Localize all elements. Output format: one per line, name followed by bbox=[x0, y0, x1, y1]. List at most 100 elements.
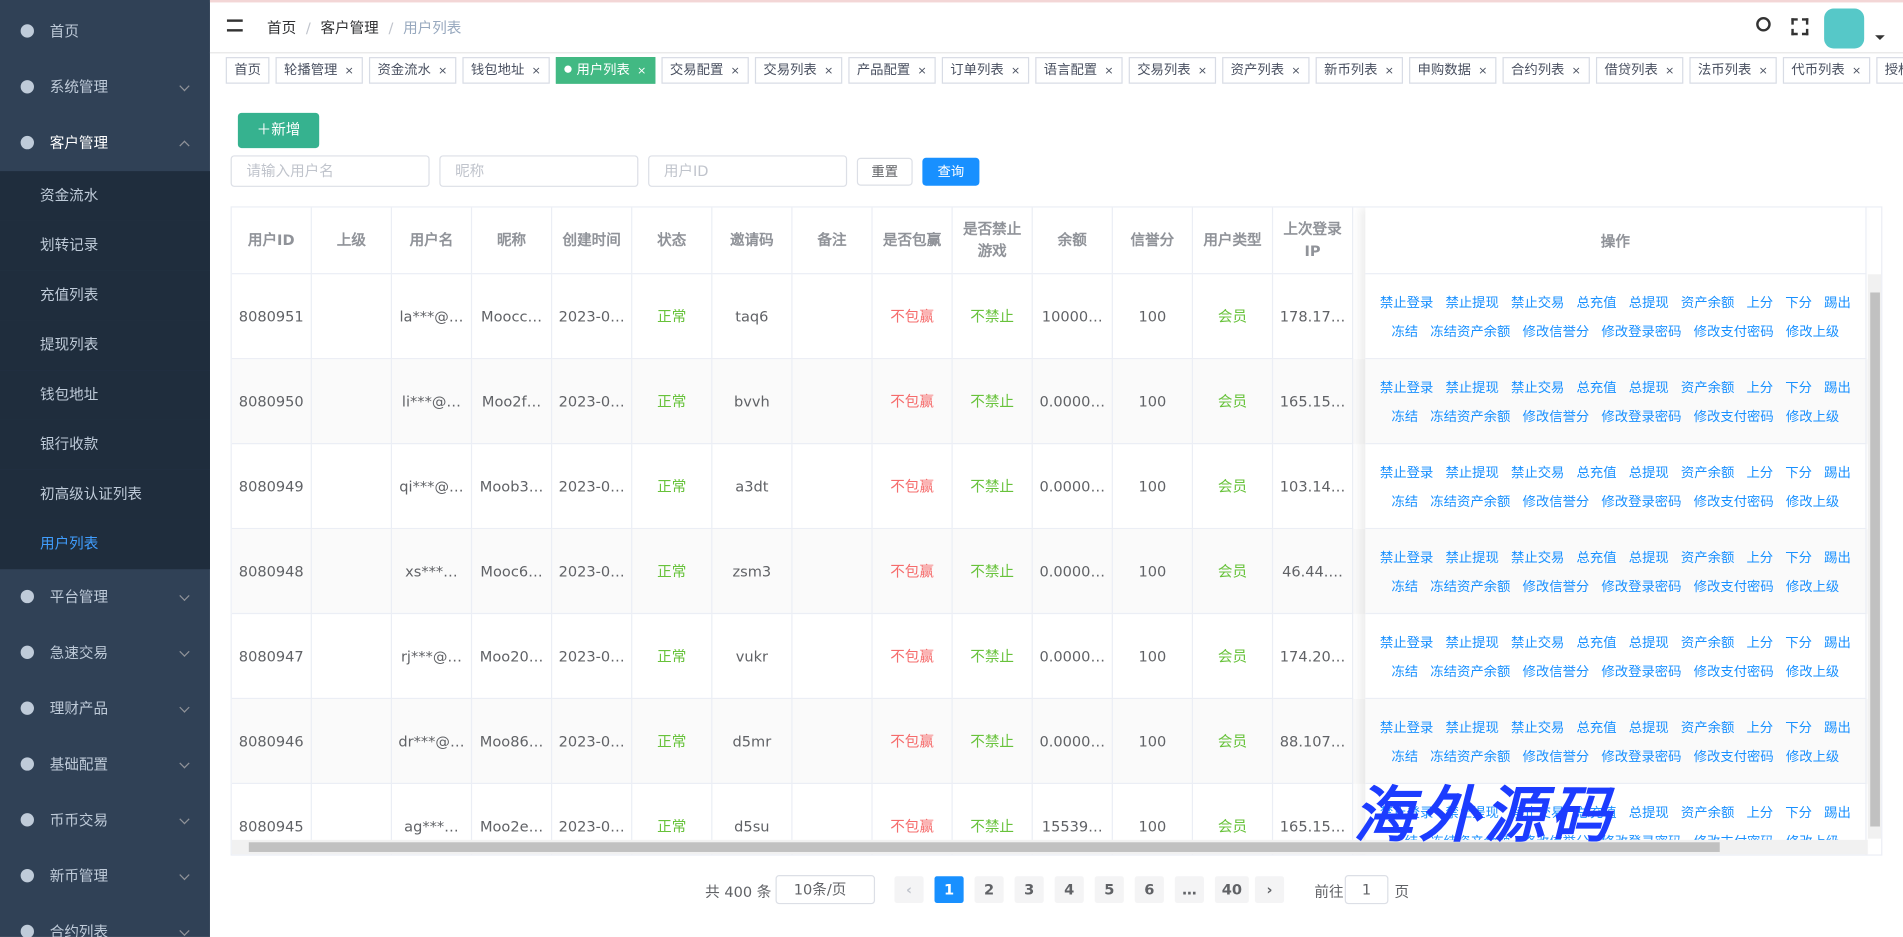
action-link[interactable]: 修改信誉分 bbox=[1522, 748, 1590, 764]
action-link[interactable]: 禁止交易 bbox=[1510, 549, 1565, 565]
tab[interactable]: 资产列表 × bbox=[1222, 57, 1309, 84]
menu-item[interactable]: 急速交易 bbox=[0, 625, 210, 681]
action-link[interactable]: 踢出 bbox=[1824, 294, 1851, 311]
action-link[interactable]: 上分 bbox=[1746, 634, 1774, 650]
action-link[interactable]: 总提现 bbox=[1628, 804, 1669, 820]
tab-close[interactable]: × bbox=[1571, 65, 1581, 78]
action-link[interactable]: 冻结 bbox=[1391, 663, 1419, 680]
action-link[interactable]: 上分 bbox=[1746, 549, 1774, 565]
action-link[interactable]: 总充值 bbox=[1576, 464, 1617, 480]
tab[interactable]: 轮播管理 × bbox=[275, 57, 363, 84]
action-link[interactable]: 禁止登录 bbox=[1379, 294, 1434, 311]
action-link[interactable]: 修改上级 bbox=[1785, 748, 1840, 764]
action-link[interactable]: 修改上级 bbox=[1785, 493, 1840, 510]
action-link[interactable]: 修改上级 bbox=[1785, 323, 1840, 340]
action-link[interactable]: 资产余额 bbox=[1680, 804, 1735, 820]
action-link[interactable]: 禁止提现 bbox=[1445, 549, 1499, 565]
reset-button[interactable]: 重置 bbox=[856, 157, 913, 186]
action-link[interactable]: 下分 bbox=[1785, 379, 1812, 396]
tab-close[interactable]: × bbox=[637, 65, 647, 78]
action-link[interactable]: 禁止登录 bbox=[1379, 719, 1434, 735]
action-link[interactable]: 禁止提现 bbox=[1445, 804, 1499, 820]
action-link[interactable]: 修改支付密码 bbox=[1693, 748, 1774, 764]
tab-close[interactable]: × bbox=[917, 65, 927, 78]
menu-item[interactable]: 首页 bbox=[0, 4, 210, 60]
action-link[interactable]: 禁止登录 bbox=[1379, 464, 1434, 480]
action-link[interactable]: 禁止登录 bbox=[1379, 634, 1434, 650]
menu-item[interactable]: 理财产品 bbox=[0, 681, 210, 737]
action-link[interactable]: 总提现 bbox=[1628, 549, 1669, 565]
page-number[interactable]: 40 bbox=[1214, 876, 1249, 903]
tab[interactable]: 产品配置 × bbox=[848, 57, 936, 84]
action-link[interactable]: 资产余额 bbox=[1680, 294, 1735, 311]
tab-close[interactable]: × bbox=[1197, 65, 1208, 78]
action-link[interactable]: 修改支付密码 bbox=[1693, 663, 1774, 680]
action-link[interactable]: 禁止交易 bbox=[1510, 634, 1565, 650]
action-link[interactable]: 修改信誉分 bbox=[1522, 578, 1590, 595]
h-scroll-thumb[interactable] bbox=[248, 842, 1720, 852]
submenu-item[interactable]: 银行收款 bbox=[0, 419, 210, 470]
action-link[interactable]: 上分 bbox=[1746, 379, 1774, 396]
menu-item[interactable]: 币币交易 bbox=[0, 793, 210, 849]
action-link[interactable]: 修改信誉分 bbox=[1522, 408, 1590, 425]
action-link[interactable]: 修改上级 bbox=[1785, 578, 1840, 595]
action-link[interactable]: 冻结资产余额 bbox=[1430, 748, 1511, 764]
action-link[interactable]: 禁止提现 bbox=[1445, 719, 1499, 735]
action-link[interactable]: 冻结资产余额 bbox=[1430, 408, 1511, 425]
tab-close[interactable]: × bbox=[438, 65, 448, 78]
action-link[interactable]: 修改上级 bbox=[1785, 663, 1840, 680]
page-number[interactable]: … bbox=[1174, 876, 1204, 903]
prev-page[interactable]: ‹ bbox=[894, 876, 924, 903]
action-link[interactable]: 禁止登录 bbox=[1379, 549, 1434, 565]
action-link[interactable]: 总提现 bbox=[1628, 634, 1669, 650]
search-input[interactable]: 昵称 bbox=[439, 155, 639, 187]
action-link[interactable]: 踢出 bbox=[1824, 719, 1851, 735]
tab-close[interactable]: × bbox=[1010, 65, 1021, 78]
page-size[interactable]: 10条/页 bbox=[775, 875, 876, 905]
action-link[interactable]: 总提现 bbox=[1628, 719, 1669, 735]
submenu-item[interactable]: 初高级认证列表 bbox=[0, 469, 210, 520]
action-link[interactable]: 冻结 bbox=[1391, 493, 1419, 510]
tab[interactable]: 用户列表 × bbox=[555, 57, 655, 84]
menu-item[interactable]: 合约列表 bbox=[0, 904, 210, 937]
action-link[interactable]: 下分 bbox=[1785, 294, 1812, 311]
action-link[interactable]: 修改支付密码 bbox=[1693, 323, 1774, 340]
action-link[interactable]: 下分 bbox=[1785, 464, 1812, 480]
action-link[interactable]: 总提现 bbox=[1628, 294, 1669, 311]
action-link[interactable]: 修改登录密码 bbox=[1601, 408, 1682, 425]
action-link[interactable]: 资产余额 bbox=[1680, 464, 1735, 480]
menu-item[interactable]: 新币管理 bbox=[0, 848, 210, 904]
tab-close[interactable]: × bbox=[1104, 65, 1114, 78]
action-link[interactable]: 踢出 bbox=[1824, 549, 1851, 565]
search-input[interactable]: 用户ID bbox=[648, 155, 848, 187]
tab-close[interactable]: × bbox=[1478, 65, 1488, 78]
action-link[interactable]: 上分 bbox=[1746, 719, 1774, 735]
page-number[interactable]: 4 bbox=[1054, 876, 1084, 903]
tab[interactable]: 代币列表 × bbox=[1782, 57, 1870, 84]
search-input[interactable]: 请输入用户名 bbox=[230, 155, 430, 187]
action-link[interactable]: 修改登录密码 bbox=[1601, 663, 1682, 680]
action-link[interactable]: 下分 bbox=[1785, 549, 1812, 565]
menu-item[interactable]: 平台管理 bbox=[0, 569, 210, 625]
tab[interactable]: 借贷列表 × bbox=[1595, 57, 1683, 84]
action-link[interactable]: 禁止交易 bbox=[1510, 464, 1565, 480]
tab[interactable]: 合约列表 × bbox=[1502, 57, 1590, 84]
submenu-item[interactable]: 用户列表 bbox=[0, 519, 210, 570]
action-link[interactable]: 冻结资产余额 bbox=[1430, 323, 1511, 340]
action-link[interactable]: 总充值 bbox=[1576, 804, 1617, 820]
action-link[interactable]: 总提现 bbox=[1628, 464, 1669, 480]
avatar-caret[interactable] bbox=[1875, 35, 1885, 45]
add-button[interactable]: ＋新增 bbox=[237, 112, 320, 149]
tab-close[interactable]: × bbox=[531, 65, 541, 78]
search-button[interactable]: 查询 bbox=[922, 157, 980, 186]
tab-close[interactable]: × bbox=[1384, 65, 1394, 78]
action-link[interactable]: 修改支付密码 bbox=[1693, 408, 1774, 425]
action-link[interactable]: 禁止提现 bbox=[1445, 379, 1499, 396]
tab[interactable]: 语言配置 × bbox=[1035, 57, 1123, 84]
tab-close[interactable]: × bbox=[1852, 65, 1862, 78]
action-link[interactable]: 下分 bbox=[1785, 634, 1812, 650]
action-link[interactable]: 禁止交易 bbox=[1510, 294, 1565, 311]
crumb[interactable]: 客户管理 bbox=[320, 19, 379, 37]
tab[interactable]: 新币列表 × bbox=[1315, 57, 1403, 84]
tab[interactable]: 交易列表 × bbox=[1128, 57, 1216, 84]
